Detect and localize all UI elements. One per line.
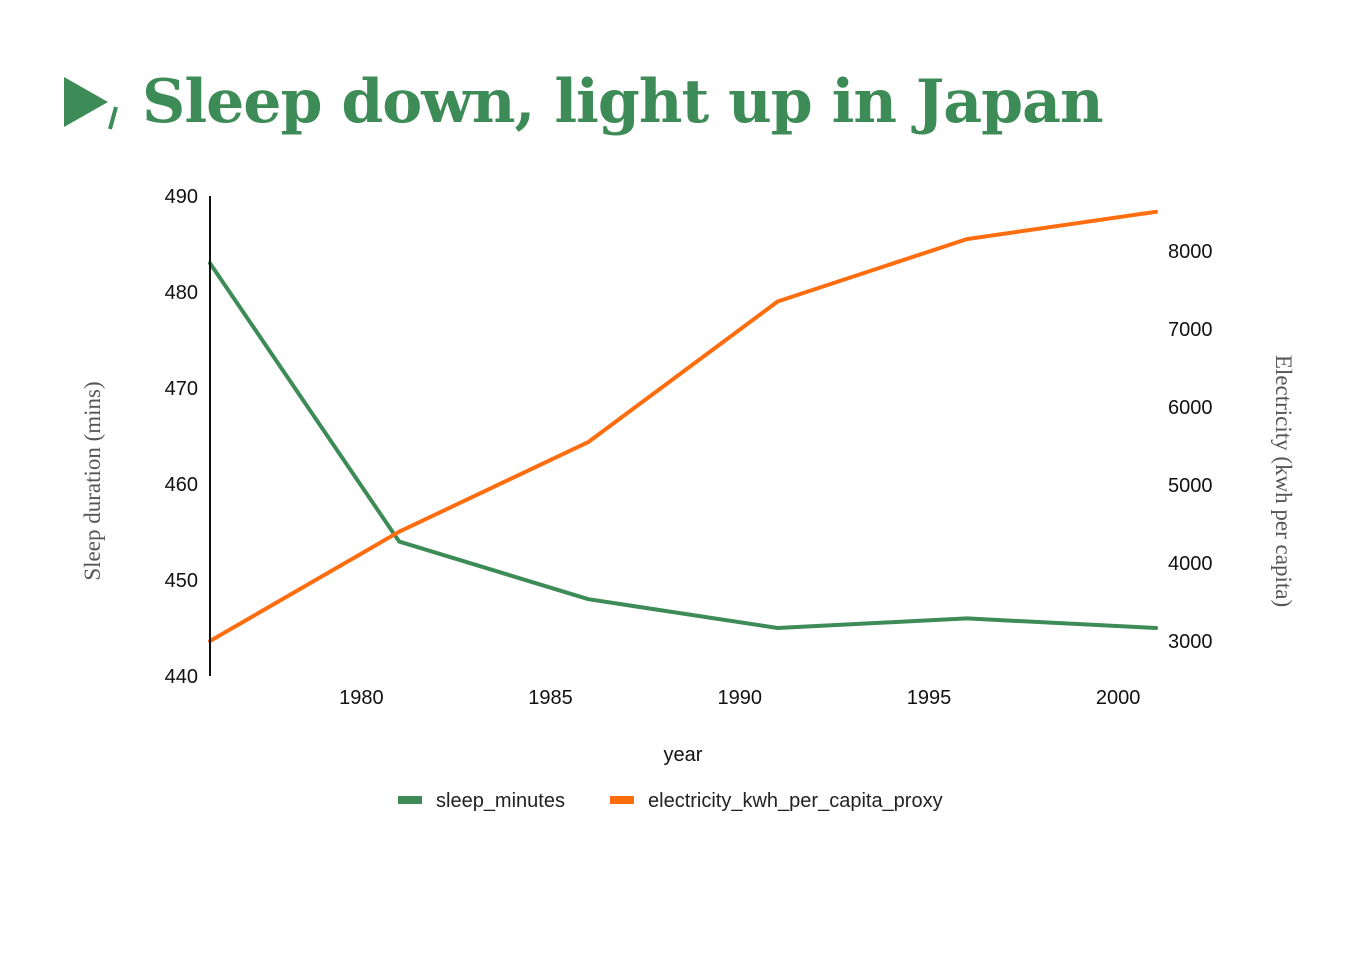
- legend: sleep_minutes electricity_kwh_per_capita…: [398, 790, 943, 812]
- left-y-tick-label: 440: [165, 666, 198, 688]
- right-y-ticks: 3000 4000 5000 6000 7000 8000: [1168, 241, 1213, 653]
- left-y-tick-label: 480: [165, 282, 198, 304]
- left-y-tick-label: 460: [165, 474, 198, 496]
- left-y-tick-label: 470: [165, 378, 198, 400]
- x-tick-label: 1995: [907, 687, 952, 709]
- left-y-tick-label: 450: [165, 570, 198, 592]
- title-row: Sleep down, light up in Japan: [62, 62, 1104, 142]
- plot-marks: [208, 209, 1158, 643]
- legend-label-electricity: electricity_kwh_per_capita_proxy: [648, 790, 943, 812]
- left-y-tick-label: 490: [165, 186, 198, 208]
- x-tick-label: 1980: [339, 687, 384, 709]
- page-title: Sleep down, light up in Japan: [142, 67, 1104, 137]
- right-y-tick-label: 6000: [1168, 397, 1213, 419]
- right-y-axis-title: Electricity (kwh per capita): [1271, 355, 1296, 607]
- right-y-tick-label: 8000: [1168, 241, 1213, 263]
- right-y-tick-label: 3000: [1168, 631, 1213, 653]
- legend-label-sleep: sleep_minutes: [436, 790, 565, 812]
- x-axis-title: year: [664, 744, 703, 766]
- legend-swatch-electricity: [610, 796, 634, 804]
- legend-swatch-sleep: [398, 796, 422, 804]
- right-y-tick-label: 4000: [1168, 553, 1213, 575]
- x-ticks: 1980 1985 1990 1995 2000: [339, 687, 1140, 709]
- x-tick-label: 2000: [1096, 687, 1141, 709]
- right-y-tick-label: 5000: [1168, 475, 1213, 497]
- series-line-electricity: [208, 209, 1158, 643]
- left-y-ticks: 440 450 460 470 480 490: [165, 186, 198, 688]
- left-y-axis-title: Sleep duration (mins): [80, 381, 105, 580]
- right-y-tick-label: 7000: [1168, 319, 1213, 341]
- series-line-sleep: [208, 261, 1158, 630]
- x-tick-label: 1985: [528, 687, 573, 709]
- x-tick-label: 1990: [718, 687, 763, 709]
- play-slash-icon: [62, 67, 120, 137]
